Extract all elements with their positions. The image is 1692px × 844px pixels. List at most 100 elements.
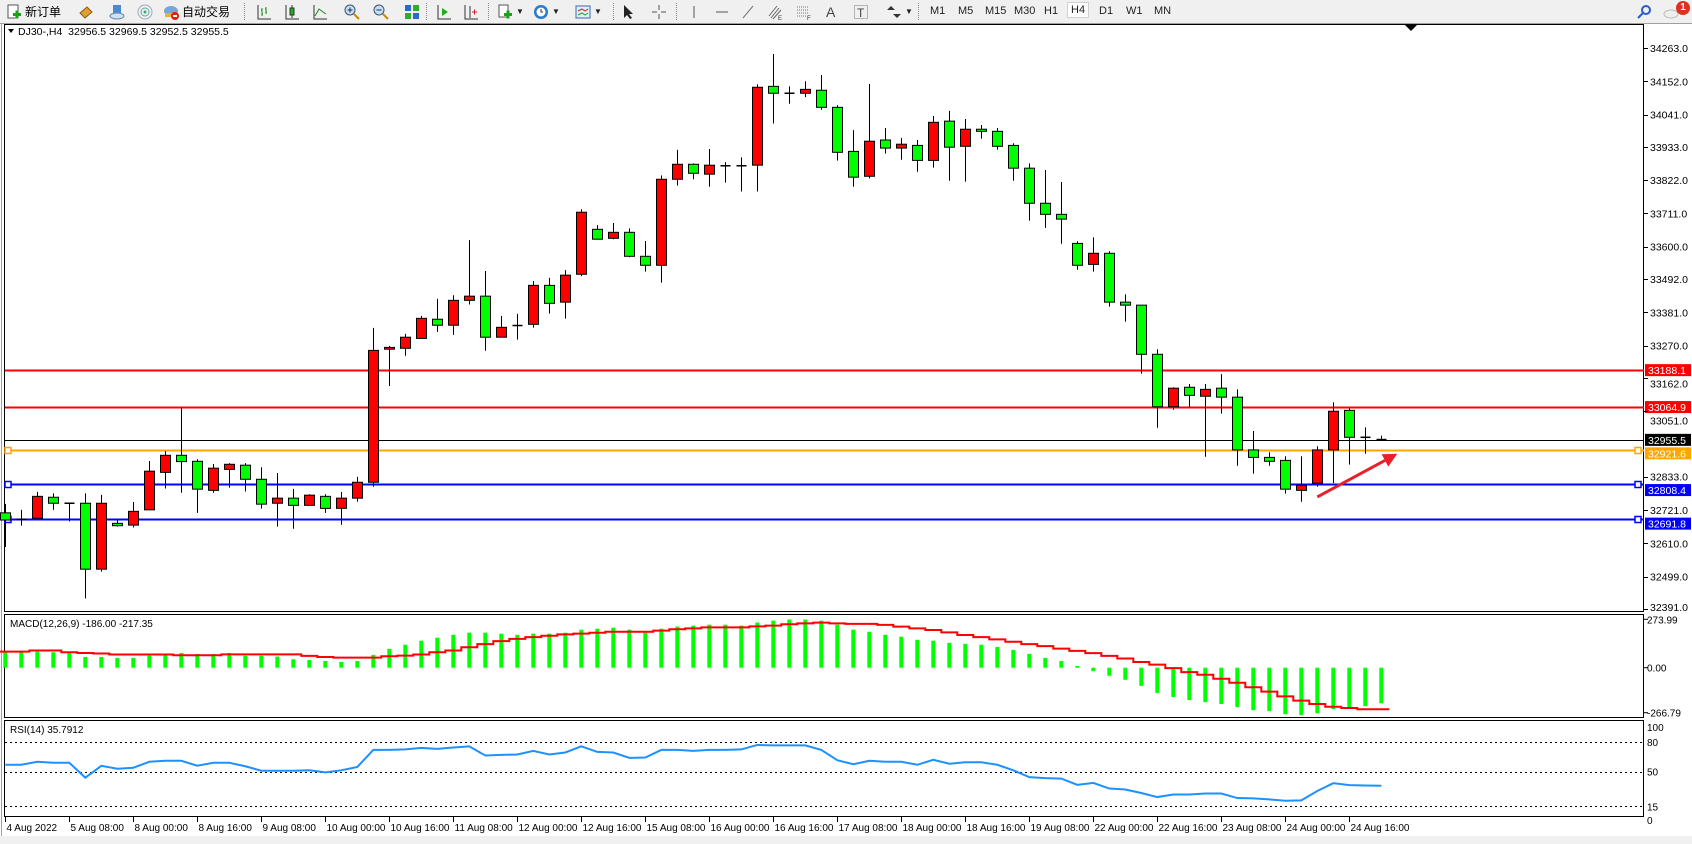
candle — [304, 494, 315, 506]
timeframe-m15[interactable]: M15 — [985, 5, 1007, 17]
search-icon — [1636, 4, 1652, 20]
macd-histogram-bar — [531, 633, 536, 668]
candle-body — [304, 494, 315, 506]
autoscroll-button[interactable] — [436, 2, 452, 21]
candle-body — [944, 120, 955, 148]
candle — [1152, 349, 1163, 428]
timeframe-m1[interactable]: M1 — [930, 5, 946, 17]
chart-shift-button[interactable] — [463, 2, 479, 21]
macd-histogram-bar — [627, 629, 632, 668]
search-button[interactable] — [1636, 2, 1652, 21]
candle — [880, 128, 891, 154]
signals-button[interactable] — [137, 2, 153, 21]
price-tick-label: 32610.0 — [1650, 538, 1688, 550]
candle-body — [976, 128, 987, 132]
cloud-button[interactable] — [109, 2, 125, 21]
collapse-triangle-icon[interactable] — [8, 29, 14, 33]
line-handle[interactable] — [1634, 515, 1642, 524]
macd-histogram-bar — [803, 619, 808, 668]
candle-body — [1280, 459, 1291, 490]
zoom-out-icon — [373, 4, 389, 20]
new-order-button[interactable]: 新订单 — [6, 2, 61, 21]
candle-body — [544, 284, 555, 304]
crosshair-button[interactable] — [651, 2, 667, 21]
time-label: 24 Aug 16:00 — [1351, 823, 1410, 834]
zoom-out-button[interactable] — [373, 2, 389, 21]
templates-icon — [575, 4, 591, 20]
trendline-button[interactable] — [740, 2, 756, 21]
price-tick-label: 32391.0 — [1650, 602, 1688, 614]
candle-body — [384, 346, 395, 350]
candle-body — [928, 121, 939, 161]
horizontal-line-button[interactable] — [714, 2, 730, 21]
auto-trading-button[interactable]: 自动交易 — [163, 2, 230, 21]
candle — [512, 313, 523, 340]
candle-body — [416, 317, 427, 339]
text-label-button[interactable]: T — [853, 2, 869, 21]
candle-body — [624, 231, 635, 257]
timeframe-d1[interactable]: D1 — [1099, 5, 1114, 17]
history-center-button[interactable] — [78, 2, 94, 21]
fibo-retracement-button[interactable]: F — [796, 2, 812, 22]
vertical-line-button[interactable] — [686, 2, 702, 21]
periods-dropdown[interactable]: ▼ — [533, 2, 560, 21]
timeframe-m5[interactable]: M5 — [958, 5, 974, 17]
timeframe-h1[interactable]: H1 — [1044, 5, 1059, 17]
price-tick-label: 33162.0 — [1650, 379, 1688, 391]
line-handle[interactable] — [1634, 480, 1642, 489]
arrow-shaft[interactable] — [1316, 459, 1386, 499]
candle — [1120, 294, 1131, 322]
text-button[interactable]: A — [826, 2, 835, 21]
line-chart-button[interactable] — [312, 2, 328, 21]
macd-histogram-bar — [771, 620, 776, 668]
macd-histogram-bar — [1267, 667, 1272, 712]
arrow-head-icon[interactable] — [1381, 453, 1398, 467]
candle — [976, 125, 987, 139]
price-label: 32921.6 — [1648, 448, 1686, 460]
indicators-dropdown[interactable]: ▼ — [497, 2, 524, 21]
macd-histogram-bar — [1059, 661, 1064, 668]
arrows-dropdown[interactable]: ▼ — [886, 2, 913, 21]
line-handle[interactable] — [1634, 446, 1642, 455]
chevron-down-icon: ▼ — [594, 7, 602, 16]
line-handle[interactable] — [4, 446, 12, 455]
fibo-channel-button[interactable]: E — [767, 2, 783, 22]
tile-windows-button[interactable] — [404, 2, 420, 21]
candle — [448, 295, 459, 335]
time-label: 9 Aug 08:00 — [263, 823, 317, 834]
bar-chart-button[interactable] — [256, 2, 272, 21]
macd-histogram-bar — [931, 640, 936, 668]
main-toolbar: 新订单 自动交易 ▼ ▼ ▼ E F A T ▼ M1 M5 M15 M30 H… — [0, 0, 1692, 24]
timeframe-m30[interactable]: M30 — [1014, 5, 1036, 17]
macd-histogram-bar — [1315, 667, 1320, 714]
candle-body — [288, 497, 299, 506]
bar-chart-icon — [256, 4, 272, 20]
candlestick-button[interactable] — [284, 2, 300, 21]
rsi-indicator: 100 80 50 15 0 — [5, 723, 1664, 827]
candle-body — [1104, 252, 1115, 303]
macd-histogram-bar — [1155, 667, 1160, 693]
annotation-arrow[interactable] — [1316, 453, 1398, 499]
rsi-axis-label: 15 — [1647, 802, 1659, 813]
macd-histogram-bar — [723, 624, 728, 668]
candle-body — [880, 139, 891, 149]
timeframe-w1[interactable]: W1 — [1126, 5, 1143, 17]
templates-dropdown[interactable]: ▼ — [575, 2, 602, 21]
time-label: 17 Aug 08:00 — [839, 823, 898, 834]
macd-histogram-bar — [595, 628, 600, 668]
timeframe-mn[interactable]: MN — [1154, 5, 1172, 17]
candle — [1200, 383, 1211, 457]
chart-shift-marker-icon[interactable] — [1405, 25, 1417, 31]
cursor-button[interactable] — [620, 2, 636, 21]
auto-trading-label: 自动交易 — [182, 5, 231, 19]
candle-body — [1152, 353, 1163, 408]
line-handle[interactable] — [4, 480, 12, 489]
candle-body — [256, 478, 267, 505]
timeframe-h4[interactable]: H4 — [1067, 2, 1090, 18]
price-label-box — [1645, 433, 1691, 446]
price-label: 32808.4 — [1648, 485, 1686, 497]
tile-windows-icon — [404, 4, 420, 20]
zoom-in-button[interactable] — [344, 2, 360, 21]
time-label: 8 Aug 00:00 — [135, 823, 189, 834]
